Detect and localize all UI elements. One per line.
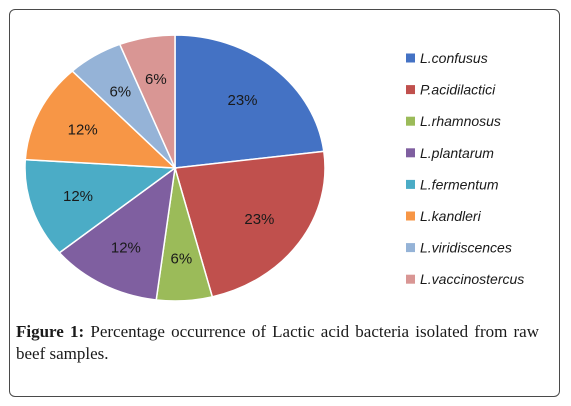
- slice-data-label: 6%: [109, 84, 131, 101]
- pie-slice-l-plantarum: [58, 166, 176, 301]
- pie-chart: 23% 23% 6% 12% 12% 12% 6% 6% L.confusus P.acidil…: [24, 34, 524, 302]
- legend-label: L.fermentum: [420, 176, 499, 192]
- legend-label: L.viridiscences: [420, 240, 512, 256]
- pie-slice-l-vaccinostercus: [118, 34, 176, 169]
- legend-label: L.rhamnosus: [420, 113, 501, 129]
- legend-label: L.plantarum: [420, 145, 494, 161]
- slice-data-label: 12%: [111, 239, 141, 256]
- pie-slice-labels: 23% 23% 6% 12% 12% 12% 6% 6%: [63, 71, 274, 267]
- legend-swatch: [406, 211, 415, 221]
- pie-slices: [24, 34, 326, 302]
- slice-data-label: 23%: [244, 211, 274, 228]
- legend-swatch: [406, 85, 415, 95]
- pie-slice-p-acidilactici: [174, 150, 326, 298]
- figure-caption: Figure 1: Percentage occurrence of Lacti…: [16, 321, 539, 365]
- legend-swatch: [406, 274, 415, 284]
- legend-label: L.kandleri: [420, 208, 482, 224]
- slice-data-label: 12%: [68, 122, 98, 139]
- legend-label: L.vaccinostercus: [420, 271, 524, 287]
- slice-data-label: 6%: [145, 71, 167, 88]
- pie-slice-l-confusus: [174, 34, 325, 169]
- legend-swatch: [406, 116, 415, 126]
- figure-label: Figure 1:: [16, 322, 85, 341]
- chart-legend: L.confusus P.acidilactici L.rhamnosus L.pla…: [406, 50, 524, 287]
- legend-swatch: [406, 179, 415, 189]
- legend-label: P.acidilactici: [420, 82, 496, 98]
- slice-data-label: 6%: [171, 250, 193, 267]
- pie-slice-l-kandleri: [24, 70, 178, 169]
- legend-swatch: [406, 148, 415, 158]
- pie-slice-l-fermentum: [24, 158, 178, 254]
- legend-swatch: [406, 243, 415, 253]
- legend-swatch: [406, 53, 415, 63]
- slice-data-label: 23%: [227, 92, 257, 109]
- caption-text: Percentage occurrence of Lactic acid bac…: [16, 322, 539, 363]
- slice-data-label: 12%: [63, 188, 93, 205]
- legend-label: L.confusus: [420, 50, 488, 66]
